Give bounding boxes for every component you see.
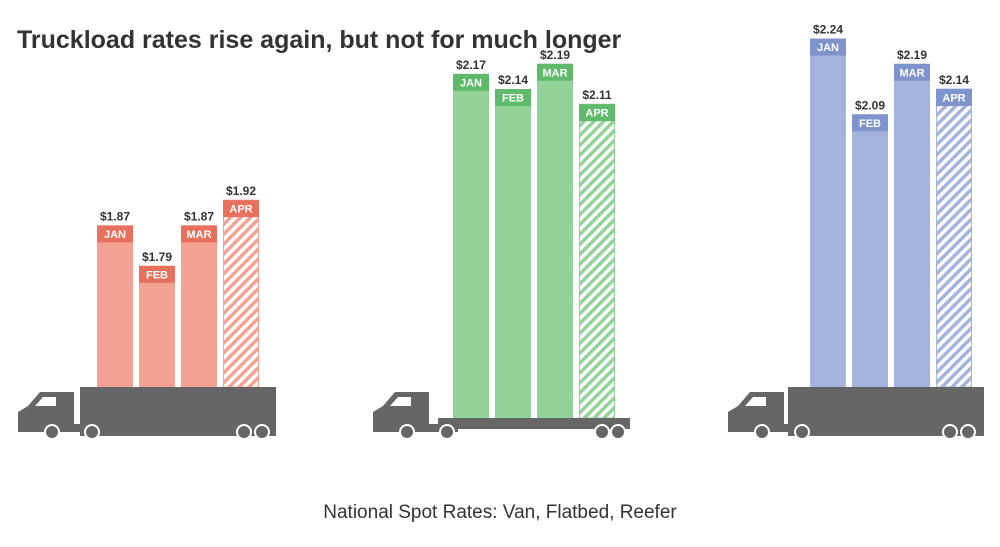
- wheel: [254, 424, 270, 440]
- bar-reefer-feb: [852, 114, 888, 388]
- month-label-box: [852, 114, 888, 132]
- value-label: $2.11: [582, 88, 612, 102]
- truck-group-reefer: JAN $2.24 FEB $2.09 MAR $2.19 APR $2.14: [728, 23, 984, 440]
- month-label-box: [810, 38, 846, 56]
- value-label: $1.87: [184, 209, 214, 223]
- wheel: [610, 424, 626, 440]
- month-label: APR: [942, 93, 965, 105]
- bar-reefer-apr: [936, 89, 972, 388]
- cab-reefer: [728, 392, 784, 432]
- wheel: [236, 424, 252, 440]
- chart-caption: National Spot Rates: Van, Flatbed, Reefe…: [323, 502, 677, 523]
- bar-reefer-jan: [810, 38, 846, 388]
- bar-van-jan: [97, 225, 133, 387]
- wheel: [942, 424, 958, 440]
- cab-window: [745, 397, 766, 406]
- month-label: FEB: [859, 118, 881, 130]
- value-label: $2.09: [855, 98, 885, 112]
- month-label-box: [537, 63, 573, 81]
- bar-reefer-mar: [894, 63, 930, 388]
- value-label: $2.19: [897, 48, 927, 62]
- month-label: MAR: [186, 229, 211, 241]
- bar-van-mar: [181, 225, 217, 387]
- trailer-flatbed: [438, 418, 630, 429]
- value-label: $2.19: [540, 48, 570, 62]
- bar-flatbed-apr: [579, 104, 615, 418]
- wheel: [84, 424, 100, 440]
- cab-flatbed: [373, 392, 429, 432]
- truck-group-flatbed: JAN $2.17 FEB $2.14 MAR $2.19 APR $2.11: [373, 48, 630, 440]
- month-label-box: [894, 63, 930, 81]
- month-label: JAN: [817, 42, 839, 54]
- value-label: $2.24: [813, 23, 843, 37]
- bar-van-apr: [223, 200, 259, 387]
- month-label: JAN: [104, 229, 126, 241]
- value-label: $2.14: [939, 73, 969, 87]
- month-label-box: [936, 89, 972, 107]
- cab-window: [390, 397, 411, 406]
- value-label: $1.79: [142, 250, 172, 264]
- chassis: [413, 424, 458, 432]
- month-label: MAR: [899, 67, 924, 79]
- value-label: $1.92: [226, 184, 256, 198]
- wheel: [754, 424, 770, 440]
- month-label-box: [139, 265, 175, 283]
- chassis: [768, 424, 808, 432]
- wheel: [960, 424, 976, 440]
- wheel: [439, 424, 455, 440]
- month-label-box: [181, 225, 217, 243]
- month-label: APR: [585, 108, 608, 120]
- chart-title: Truckload rates rise again, but not for …: [17, 26, 622, 54]
- month-label: FEB: [146, 269, 168, 281]
- month-label-box: [495, 89, 531, 107]
- month-label-box: [579, 104, 615, 122]
- month-label: MAR: [542, 67, 567, 79]
- month-label: APR: [229, 204, 252, 216]
- month-label: JAN: [460, 77, 482, 89]
- wheel: [794, 424, 810, 440]
- bar-flatbed-feb: [495, 89, 531, 419]
- cab-van: [18, 392, 74, 432]
- bar-van-feb: [139, 265, 175, 387]
- value-label: $1.87: [100, 209, 130, 223]
- bar-flatbed-mar: [537, 63, 573, 419]
- month-label-box: [453, 73, 489, 91]
- wheel: [594, 424, 610, 440]
- bar-flatbed-jan: [453, 73, 489, 419]
- value-label: $2.17: [456, 58, 486, 72]
- cab-window: [35, 397, 56, 406]
- month-label: FEB: [502, 93, 524, 105]
- chassis: [58, 424, 100, 432]
- value-label: $2.14: [498, 73, 528, 87]
- month-label-box: [223, 200, 259, 218]
- month-label-box: [97, 225, 133, 243]
- truck-group-van: JAN $1.87 FEB $1.79 MAR $1.87 APR $1.92: [18, 184, 276, 440]
- wheel: [44, 424, 60, 440]
- wheel: [399, 424, 415, 440]
